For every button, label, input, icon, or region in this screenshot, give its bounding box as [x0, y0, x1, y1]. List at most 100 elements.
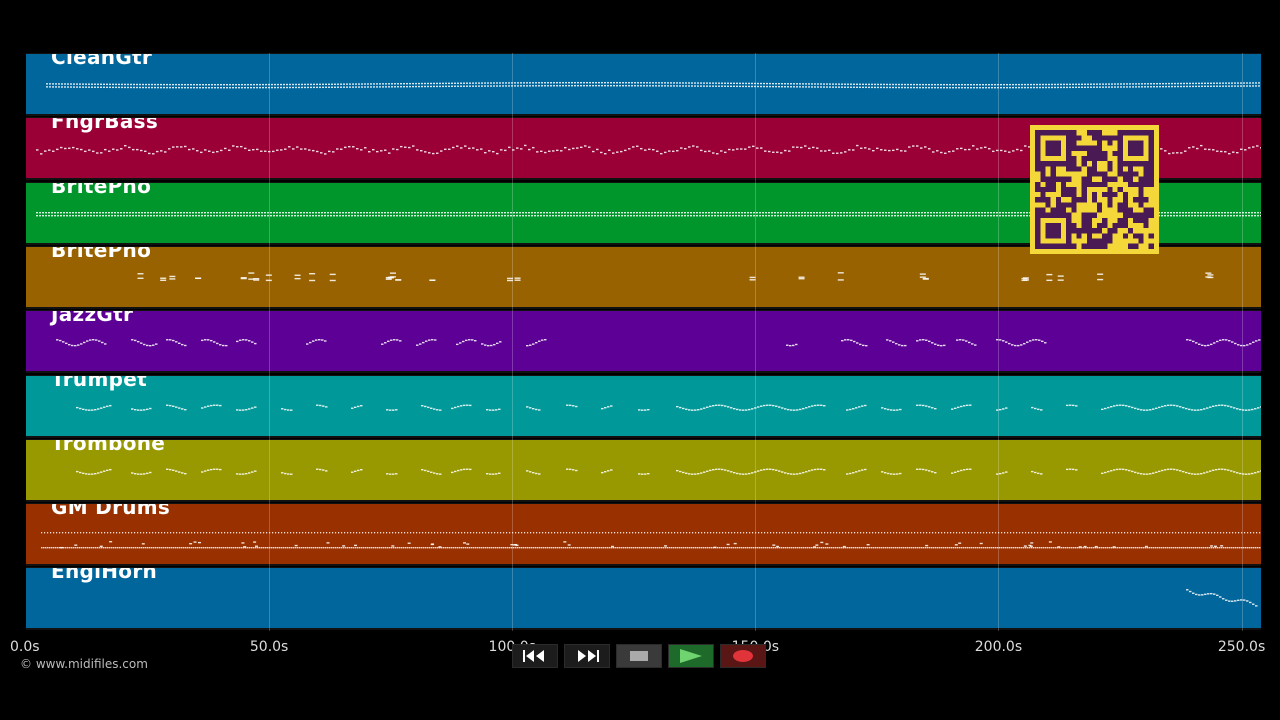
note-mark — [412, 82, 414, 85]
note-mark — [801, 214, 803, 216]
note-mark — [169, 275, 176, 278]
rewind-button[interactable] — [512, 644, 558, 668]
note-mark — [633, 211, 635, 213]
note-mark — [1236, 152, 1239, 154]
note-mark — [660, 214, 662, 216]
note-mark — [706, 85, 708, 87]
track-name: GM Drums — [51, 503, 171, 520]
note-mark — [981, 211, 983, 213]
note-mark — [237, 211, 239, 213]
note-mark — [514, 85, 516, 87]
note-mark — [200, 151, 203, 154]
note-mark — [1011, 547, 1013, 549]
note-mark — [682, 82, 684, 84]
note-mark — [944, 152, 947, 155]
note-mark — [675, 547, 677, 549]
note-mark — [703, 82, 705, 84]
note-mark — [64, 83, 66, 85]
note-mark — [1040, 408, 1043, 411]
note-mark — [841, 83, 843, 85]
note-mark — [174, 214, 176, 216]
note-mark — [731, 532, 733, 534]
note-mark — [1207, 82, 1209, 84]
note-mark — [1114, 83, 1116, 85]
note-mark — [509, 532, 511, 534]
note-mark — [462, 211, 464, 213]
note-mark — [199, 83, 201, 86]
note-mark — [1245, 408, 1248, 411]
note-mark — [1110, 469, 1113, 472]
note-mark — [844, 151, 847, 153]
fast-forward-button[interactable] — [564, 644, 610, 668]
note-mark — [364, 147, 367, 149]
track-lane[interactable]: CleanGtr — [26, 53, 1261, 116]
note-mark — [171, 214, 173, 216]
note-mark — [576, 147, 579, 150]
note-mark — [1259, 547, 1261, 549]
note-mark — [1188, 472, 1191, 474]
note-mark — [192, 148, 195, 150]
play-button[interactable] — [668, 644, 714, 668]
note-mark — [1227, 211, 1229, 213]
note-mark — [1239, 472, 1242, 475]
note-mark — [253, 86, 255, 89]
stop-button[interactable] — [616, 644, 662, 668]
note-mark — [903, 547, 905, 549]
note-mark — [1023, 214, 1025, 216]
note-mark — [257, 532, 259, 534]
note-mark — [512, 532, 514, 534]
note-mark — [894, 214, 896, 216]
note-mark — [700, 407, 703, 410]
note-mark — [1099, 547, 1101, 549]
note-mark — [808, 405, 811, 408]
note-mark — [193, 547, 195, 549]
qr-code — [1030, 125, 1159, 254]
note-mark — [1032, 339, 1035, 341]
note-mark — [1033, 547, 1035, 549]
note-mark — [601, 471, 604, 474]
note-mark — [532, 85, 534, 87]
note-mark — [322, 469, 325, 471]
note-mark — [63, 547, 65, 549]
note-mark — [1007, 532, 1009, 534]
note-mark — [195, 211, 197, 213]
track-lane[interactable]: EnglHorn — [26, 567, 1261, 631]
note-mark — [345, 214, 347, 216]
track-lane[interactable]: GM Drums — [26, 503, 1261, 567]
note-mark — [149, 547, 151, 549]
note-mark — [584, 145, 587, 147]
track-lane[interactable]: JazzGtr — [26, 310, 1261, 374]
note-mark — [428, 532, 430, 534]
note-mark — [671, 532, 673, 534]
note-mark — [1105, 83, 1107, 85]
note-mark — [324, 214, 326, 216]
note-mark — [708, 214, 710, 216]
note-mark — [699, 214, 701, 216]
note-mark — [1134, 407, 1137, 409]
note-mark — [904, 83, 906, 86]
note-mark — [983, 532, 985, 534]
note-mark — [96, 152, 99, 155]
track-lane[interactable]: Trombone — [26, 438, 1261, 502]
note-mark — [1109, 547, 1111, 549]
note-mark — [181, 472, 184, 474]
note-mark — [281, 532, 283, 534]
note-mark — [437, 532, 439, 534]
note-mark — [785, 547, 787, 549]
note-mark — [475, 82, 477, 84]
record-button[interactable] — [720, 644, 766, 668]
note-mark — [322, 86, 324, 89]
note-mark — [203, 547, 205, 549]
note-mark — [321, 214, 323, 216]
note-mark — [947, 547, 949, 549]
note-mark — [406, 85, 408, 88]
track-lane[interactable]: Trumpet — [26, 374, 1261, 438]
note-mark — [747, 547, 749, 549]
note-mark — [1149, 472, 1152, 475]
note-mark — [936, 150, 939, 152]
note-mark — [748, 472, 751, 475]
note-mark — [117, 547, 119, 549]
note-mark — [1243, 82, 1245, 84]
note-mark — [1087, 547, 1089, 549]
track-lane[interactable]: BritePno — [26, 245, 1261, 309]
